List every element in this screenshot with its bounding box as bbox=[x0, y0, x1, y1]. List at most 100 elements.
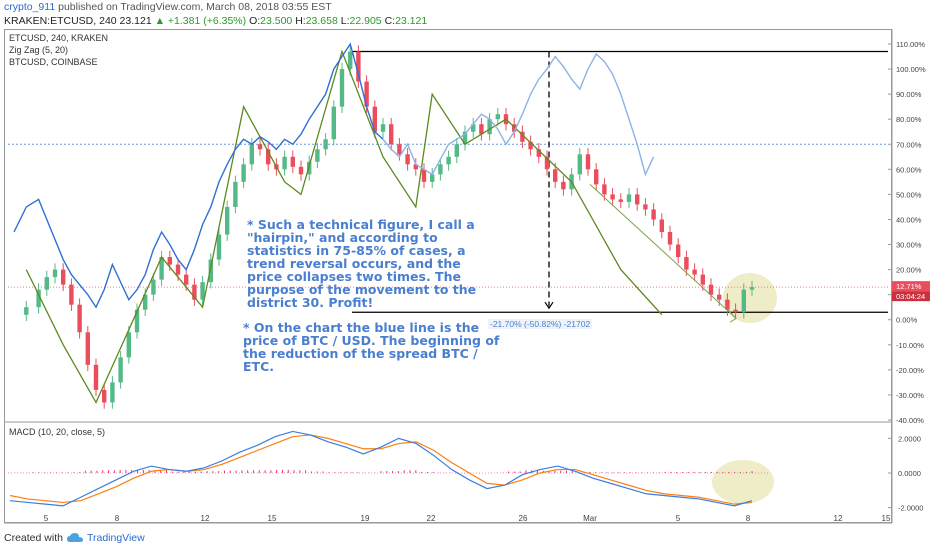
projection-arrow bbox=[727, 309, 737, 323]
time-badge-bg bbox=[892, 291, 930, 302]
candle bbox=[257, 144, 263, 150]
author-link[interactable]: crypto_911 bbox=[4, 1, 56, 13]
candle bbox=[167, 257, 172, 265]
candle bbox=[512, 124, 517, 132]
candle bbox=[225, 206, 230, 235]
hairpin-annotation: * Such a technical figure, I call a "hai… bbox=[247, 217, 477, 310]
x-tick-label: 15 bbox=[882, 514, 891, 523]
candle bbox=[290, 156, 295, 167]
legend-macd: MACD (10, 20, close, 5) bbox=[9, 427, 106, 437]
candle bbox=[602, 184, 607, 195]
candle bbox=[462, 131, 468, 145]
candle bbox=[651, 209, 656, 220]
candle bbox=[323, 139, 328, 150]
candle bbox=[725, 299, 730, 310]
candle bbox=[200, 282, 205, 300]
x-tick-label: 12 bbox=[834, 514, 843, 523]
candle bbox=[495, 114, 500, 120]
candle bbox=[487, 119, 492, 135]
highlight-macd bbox=[712, 460, 774, 504]
candle bbox=[126, 332, 131, 358]
y-tick-label: -20.00% bbox=[896, 366, 924, 375]
y-tick-label: 60.00% bbox=[896, 165, 922, 174]
candle bbox=[331, 106, 336, 140]
candle bbox=[700, 274, 705, 285]
x-tick-label: Mar bbox=[583, 514, 597, 523]
candle bbox=[69, 284, 74, 305]
price-badge-bg bbox=[892, 281, 930, 292]
measure-arrow bbox=[544, 301, 554, 310]
y-tick-label: 30.00% bbox=[896, 241, 922, 250]
candle bbox=[339, 69, 345, 107]
candle bbox=[635, 194, 640, 205]
price-change: ▲ +1.381 (+6.35%) bbox=[154, 15, 247, 27]
candle bbox=[659, 219, 664, 232]
candle bbox=[52, 269, 58, 278]
candle bbox=[585, 154, 591, 170]
y-tick-label: -30.00% bbox=[896, 391, 924, 400]
candle bbox=[102, 389, 107, 403]
x-tick-label: 5 bbox=[44, 514, 49, 523]
candle bbox=[594, 169, 599, 185]
candle bbox=[684, 257, 689, 270]
tradingview-cloud-icon bbox=[66, 533, 83, 542]
btc-annotation: * On the chart the blue line is the pric… bbox=[243, 320, 500, 374]
candle bbox=[282, 156, 287, 170]
candle bbox=[110, 382, 115, 403]
x-tick-label: 5 bbox=[676, 514, 681, 523]
candle bbox=[208, 259, 213, 283]
candle bbox=[249, 144, 254, 165]
candle bbox=[24, 307, 29, 315]
candle bbox=[520, 131, 525, 142]
y-tick-label: -10.00% bbox=[896, 341, 924, 350]
y-tick-label: 20.00% bbox=[896, 266, 922, 275]
candle bbox=[364, 81, 369, 107]
zigzag-line bbox=[25, 49, 663, 404]
candle bbox=[528, 141, 533, 150]
legend-main: ETCUSD, 240, KRAKEN bbox=[9, 33, 109, 43]
measure-label: -21.70% (-50.82%) -21702 bbox=[488, 319, 593, 329]
y-tick-label: -40.00% bbox=[896, 416, 924, 425]
candle bbox=[430, 174, 435, 182]
publish-text: published on TradingView.com, March 08, … bbox=[58, 1, 332, 13]
high-label: H: bbox=[295, 15, 306, 27]
candle bbox=[315, 149, 320, 162]
candle bbox=[717, 294, 722, 300]
y-tick-label: 100.00% bbox=[896, 65, 926, 74]
candle bbox=[348, 51, 353, 70]
candle bbox=[389, 124, 394, 145]
candle bbox=[36, 289, 41, 308]
candle bbox=[438, 164, 443, 175]
candle bbox=[356, 51, 361, 82]
y-tick-label: 70.00% bbox=[896, 140, 922, 149]
candle bbox=[397, 144, 402, 155]
candle bbox=[479, 124, 484, 135]
candle bbox=[216, 234, 222, 260]
projection-line bbox=[589, 184, 736, 318]
tradingview-link[interactable]: TradingView bbox=[86, 532, 145, 544]
low-label: L: bbox=[340, 15, 350, 27]
candle bbox=[741, 289, 746, 313]
y-tick-label: 0.00% bbox=[896, 316, 918, 325]
candle bbox=[298, 166, 304, 175]
candle bbox=[405, 154, 410, 165]
candle bbox=[184, 274, 189, 285]
candle bbox=[676, 244, 681, 258]
candle bbox=[151, 279, 156, 295]
candle bbox=[192, 284, 197, 300]
x-tick-label: 22 bbox=[427, 514, 436, 523]
open-label: O: bbox=[249, 15, 261, 27]
candle bbox=[61, 269, 66, 285]
y-tick-label: 50.00% bbox=[896, 190, 922, 199]
candle bbox=[85, 332, 90, 365]
y-tick-label: 90.00% bbox=[896, 90, 922, 99]
candle bbox=[159, 257, 164, 280]
y-tick-label: 40.00% bbox=[896, 215, 922, 224]
footer: Created with TradingView bbox=[4, 532, 145, 544]
candle bbox=[77, 304, 82, 333]
candle bbox=[749, 287, 755, 290]
x-tick-label: 19 bbox=[361, 514, 370, 523]
close-value: 23.121 bbox=[395, 15, 428, 27]
created-with-text: Created with bbox=[4, 532, 63, 544]
